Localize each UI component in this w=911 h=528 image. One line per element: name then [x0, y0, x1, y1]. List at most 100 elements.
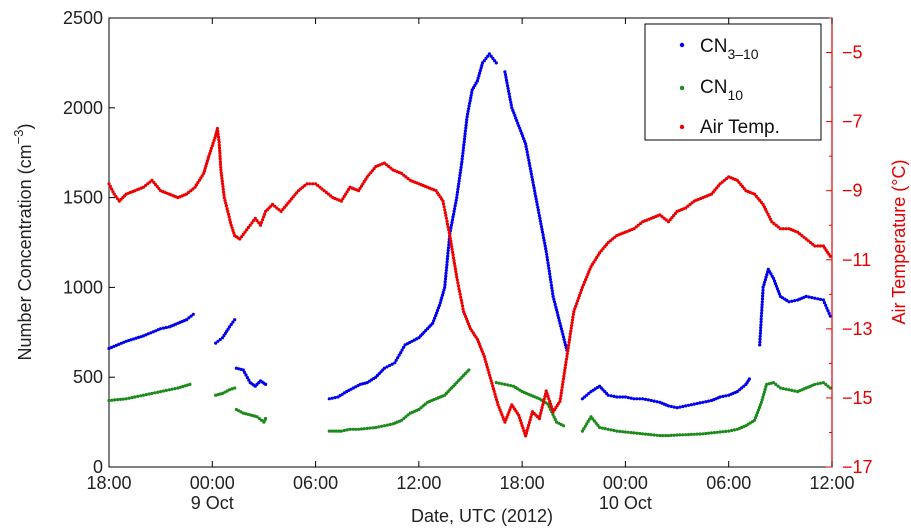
data-point — [364, 177, 368, 181]
data-point — [758, 334, 762, 338]
data-point — [623, 395, 628, 399]
data-point — [258, 223, 263, 227]
data-point — [367, 173, 371, 177]
x-tick-label: 18:00 — [500, 473, 545, 493]
data-point — [806, 239, 810, 243]
data-point — [523, 139, 527, 143]
data-point — [457, 287, 461, 291]
data-point — [219, 165, 223, 169]
data-point — [634, 225, 638, 229]
data-point — [451, 253, 455, 257]
data-point — [777, 292, 782, 296]
data-point — [139, 335, 143, 339]
data-point — [632, 431, 636, 435]
data-point — [257, 221, 261, 225]
data-point — [222, 190, 226, 194]
x-axis-label: Date, UTC (2012) — [411, 506, 553, 526]
data-point — [447, 231, 451, 235]
data-point — [459, 298, 463, 302]
data-point — [450, 220, 454, 225]
data-point — [498, 408, 502, 412]
data-point — [188, 382, 192, 386]
data-point — [528, 418, 532, 422]
data-point — [483, 357, 487, 361]
data-point — [732, 428, 737, 432]
data-point — [456, 187, 460, 191]
data-point — [270, 202, 275, 207]
legend-item-air-temp: Air Temp. — [679, 117, 780, 138]
data-point — [718, 182, 722, 186]
data-point — [547, 266, 551, 270]
data-point — [184, 318, 189, 322]
data-point — [568, 335, 572, 339]
data-point — [156, 328, 160, 332]
data-point — [394, 358, 398, 362]
data-point — [482, 354, 486, 359]
data-point — [453, 204, 457, 208]
data-point — [580, 429, 585, 433]
data-point — [224, 201, 228, 205]
data-point — [435, 311, 439, 315]
data-point — [510, 106, 514, 110]
y-axis-label-left: Number Concentration (cm−3) — [11, 124, 35, 361]
data-point — [761, 202, 765, 207]
series-0 — [107, 52, 832, 410]
data-point — [513, 113, 517, 118]
data-point — [527, 158, 531, 162]
data-point — [754, 413, 759, 417]
data-point — [443, 277, 448, 281]
data-point — [580, 397, 585, 401]
data-point — [141, 185, 145, 189]
data-point — [434, 314, 438, 318]
data-point — [580, 285, 585, 289]
data-point — [506, 84, 510, 88]
svg-text:CN10: CN10 — [700, 77, 743, 103]
data-point — [499, 410, 503, 414]
data-point — [772, 279, 777, 283]
data-point — [655, 433, 659, 437]
data-point — [441, 202, 446, 206]
data-point — [503, 420, 507, 424]
data-point — [445, 257, 449, 261]
data-point — [638, 431, 642, 436]
data-point — [150, 391, 154, 395]
data-point — [527, 423, 531, 427]
data-point — [456, 184, 460, 189]
data-point — [548, 399, 552, 403]
data-point — [453, 264, 457, 268]
data-point — [511, 108, 515, 112]
data-point — [675, 406, 679, 410]
data-point — [549, 280, 553, 284]
data-point — [110, 398, 114, 402]
data-point — [546, 261, 550, 265]
data-point — [752, 192, 757, 196]
data-point — [596, 423, 600, 427]
data-point — [227, 215, 231, 219]
data-point — [107, 182, 111, 186]
data-point — [114, 194, 118, 198]
data-point — [548, 275, 552, 279]
data-point — [245, 376, 249, 380]
data-point — [626, 396, 630, 400]
data-point — [357, 189, 361, 193]
data-point — [485, 362, 489, 367]
data-point — [341, 197, 345, 201]
data-point — [760, 311, 764, 315]
data-point — [609, 428, 613, 432]
data-point — [506, 383, 510, 387]
data-point — [187, 190, 191, 194]
data-point — [816, 382, 820, 386]
data-point — [802, 235, 806, 239]
data-point — [538, 216, 542, 220]
data-point — [475, 79, 479, 83]
data-point — [534, 197, 538, 201]
data-point — [486, 368, 490, 372]
data-point — [330, 396, 334, 400]
data-point — [116, 197, 120, 201]
data-point — [400, 171, 404, 175]
data-point — [545, 252, 549, 256]
data-point — [345, 428, 349, 432]
data-point — [558, 399, 562, 403]
data-point — [465, 317, 469, 321]
